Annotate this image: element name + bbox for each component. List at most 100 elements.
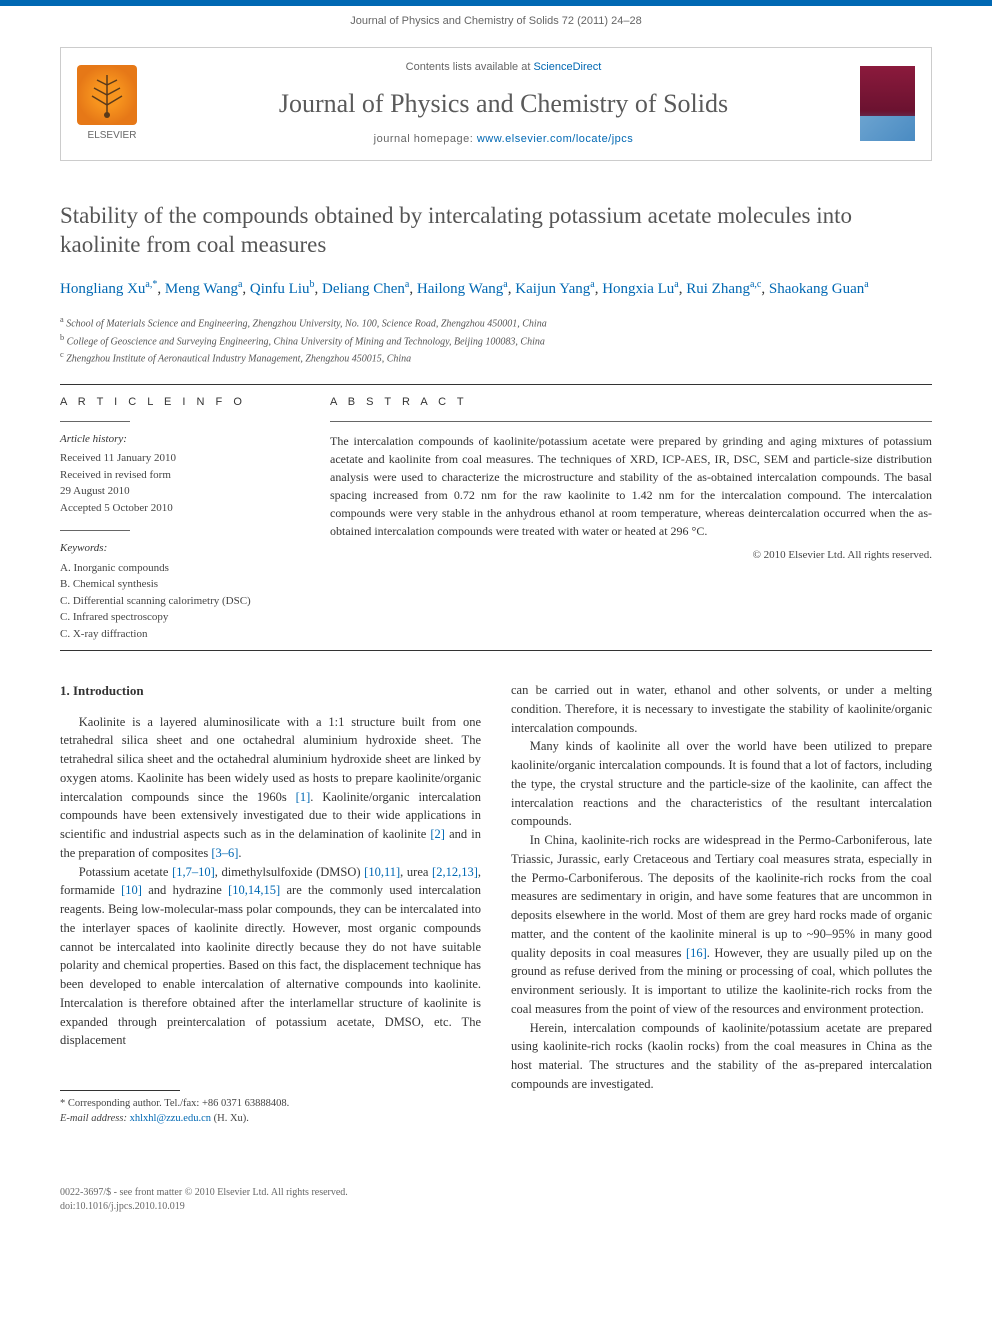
body-text: , dimethylsulfoxide (DMSO): [215, 865, 364, 879]
publisher-name: ELSEVIER: [77, 129, 147, 143]
citation-link[interactable]: [16]: [686, 946, 707, 960]
keyword: C. Differential scanning calorimetry (DS…: [60, 593, 300, 610]
citation-link[interactable]: [10,14,15]: [228, 883, 280, 897]
homepage-line: journal homepage: www.elsevier.com/locat…: [147, 132, 860, 147]
footnote-email-link[interactable]: xhlxhl@zzu.edu.cn: [130, 1113, 211, 1124]
footnote-corr: * Corresponding author. Tel./fax: +86 03…: [60, 1097, 481, 1112]
keywords-label: Keywords:: [60, 541, 300, 556]
author-aff: a: [590, 279, 594, 290]
body-column-right: can be carried out in water, ethanol and…: [511, 681, 932, 1126]
body-divider: [60, 650, 932, 651]
affiliations: a School of Materials Science and Engine…: [60, 314, 932, 366]
journal-header-citation: Journal of Physics and Chemistry of Soli…: [0, 6, 992, 37]
affiliation: c Zhengzhou Institute of Aeronautical In…: [60, 349, 932, 366]
footnote-email-label: E-mail address:: [60, 1113, 130, 1124]
article-title: Stability of the compounds obtained by i…: [60, 201, 932, 261]
homepage-text: journal homepage:: [374, 133, 477, 145]
corresponding-author-footnote: * Corresponding author. Tel./fax: +86 03…: [60, 1097, 481, 1126]
info-sub-divider: [60, 530, 130, 531]
footer-doi-line: doi:10.1016/j.jpcs.2010.10.019: [60, 1200, 932, 1214]
author-corr-marker: *: [152, 279, 157, 290]
citation-link[interactable]: [1,7–10]: [172, 865, 215, 879]
body-paragraph: can be carried out in water, ethanol and…: [511, 681, 932, 737]
author-list: Hongliang Xua,*, Meng Wanga, Qinfu Liub,…: [60, 278, 932, 300]
body-two-columns: 1. Introduction Kaolinite is a layered a…: [60, 681, 932, 1126]
contents-text: Contents lists available at: [406, 61, 534, 73]
author-link[interactable]: Hongliang Xu: [60, 281, 145, 297]
keyword: C. Infrared spectroscopy: [60, 609, 300, 626]
body-text: .: [238, 846, 241, 860]
body-text: are the commonly used intercalation reag…: [60, 883, 481, 1047]
author-link[interactable]: Shaokang Guan: [769, 281, 864, 297]
author-name: Hailong Wang: [417, 281, 503, 297]
aff-key: c: [60, 350, 64, 359]
author-name: Shaokang Guan: [769, 281, 864, 297]
author-name: Qinfu Liu: [250, 281, 310, 297]
elsevier-tree-icon: [77, 65, 137, 125]
journal-name: Journal of Physics and Chemistry of Soli…: [147, 86, 860, 122]
affiliation: a School of Materials Science and Engine…: [60, 314, 932, 331]
body-paragraph: Kaolinite is a layered aluminosilicate w…: [60, 713, 481, 863]
keyword: A. Inorganic compounds: [60, 560, 300, 577]
author-link[interactable]: Deliang Chen: [322, 281, 405, 297]
author-name: Kaijun Yang: [515, 281, 590, 297]
article-history: Received 11 January 2010 Received in rev…: [60, 450, 300, 516]
info-abstract-row: A R T I C L E I N F O Article history: R…: [60, 395, 932, 642]
journal-header-box: ELSEVIER Contents lists available at Sci…: [60, 47, 932, 160]
journal-cover-thumbnail: [860, 66, 915, 141]
keyword: C. X-ray diffraction: [60, 626, 300, 643]
history-label: Article history:: [60, 432, 300, 447]
author-link[interactable]: Rui Zhang: [686, 281, 750, 297]
header-center: Contents lists available at ScienceDirec…: [147, 60, 860, 147]
keywords-list: A. Inorganic compounds B. Chemical synth…: [60, 560, 300, 643]
contents-available-line: Contents lists available at ScienceDirec…: [147, 60, 860, 75]
citation-link[interactable]: [3–6]: [211, 846, 238, 860]
abstract-block: A B S T R A C T The intercalation compou…: [330, 395, 932, 642]
author-link[interactable]: Hongxia Lu: [602, 281, 674, 297]
section-heading: 1. Introduction: [60, 681, 481, 701]
sciencedirect-link[interactable]: ScienceDirect: [533, 61, 601, 73]
author-aff: b: [310, 279, 315, 290]
author-link[interactable]: Hailong Wang: [417, 281, 503, 297]
citation-link[interactable]: [2,12,13]: [432, 865, 478, 879]
author-aff: a: [674, 279, 678, 290]
body-paragraph: In China, kaolinite-rich rocks are wides…: [511, 831, 932, 1019]
abstract-divider: [330, 421, 932, 422]
author-name: Hongxia Lu: [602, 281, 674, 297]
article-info-sidebar: A R T I C L E I N F O Article history: R…: [60, 395, 300, 642]
author-name: Hongliang Xu: [60, 281, 145, 297]
article-info-heading: A R T I C L E I N F O: [60, 395, 300, 410]
author-aff: a: [864, 279, 868, 290]
author-link[interactable]: Qinfu Liu: [250, 281, 310, 297]
aff-text: School of Materials Science and Engineer…: [66, 319, 547, 330]
body-paragraph: Potassium acetate [1,7–10], dimethylsulf…: [60, 863, 481, 1051]
history-line: Accepted 5 October 2010: [60, 500, 300, 517]
author-link[interactable]: Meng Wang: [165, 281, 238, 297]
aff-key: b: [60, 333, 64, 342]
article-content: Stability of the compounds obtained by i…: [0, 181, 992, 1167]
body-paragraph: Herein, intercalation compounds of kaoli…: [511, 1019, 932, 1094]
history-line: 29 August 2010: [60, 483, 300, 500]
citation-link[interactable]: [10]: [121, 883, 142, 897]
author-aff: a: [503, 279, 507, 290]
aff-text: College of Geoscience and Surveying Engi…: [67, 336, 545, 347]
affiliation: b College of Geoscience and Surveying En…: [60, 332, 932, 349]
homepage-link[interactable]: www.elsevier.com/locate/jpcs: [477, 133, 633, 145]
footer-issn-line: 0022-3697/$ - see front matter © 2010 El…: [60, 1186, 932, 1200]
citation-link[interactable]: [10,11]: [364, 865, 400, 879]
author-name: Meng Wang: [165, 281, 238, 297]
body-text: In China, kaolinite-rich rocks are wides…: [511, 833, 932, 960]
author-name: Rui Zhang: [686, 281, 750, 297]
author-name: Deliang Chen: [322, 281, 405, 297]
aff-key: a: [60, 315, 64, 324]
citation-link[interactable]: [1]: [296, 790, 311, 804]
history-line: Received in revised form: [60, 467, 300, 484]
citation-link[interactable]: [2]: [430, 827, 445, 841]
body-paragraph: Many kinds of kaolinite all over the wor…: [511, 737, 932, 831]
author-aff: a: [405, 279, 409, 290]
publisher-logo-block: ELSEVIER: [77, 65, 147, 143]
footnote-email-suffix: (H. Xu).: [211, 1113, 249, 1124]
section-divider: [60, 384, 932, 385]
body-text: and hydrazine: [142, 883, 228, 897]
author-link[interactable]: Kaijun Yang: [515, 281, 590, 297]
